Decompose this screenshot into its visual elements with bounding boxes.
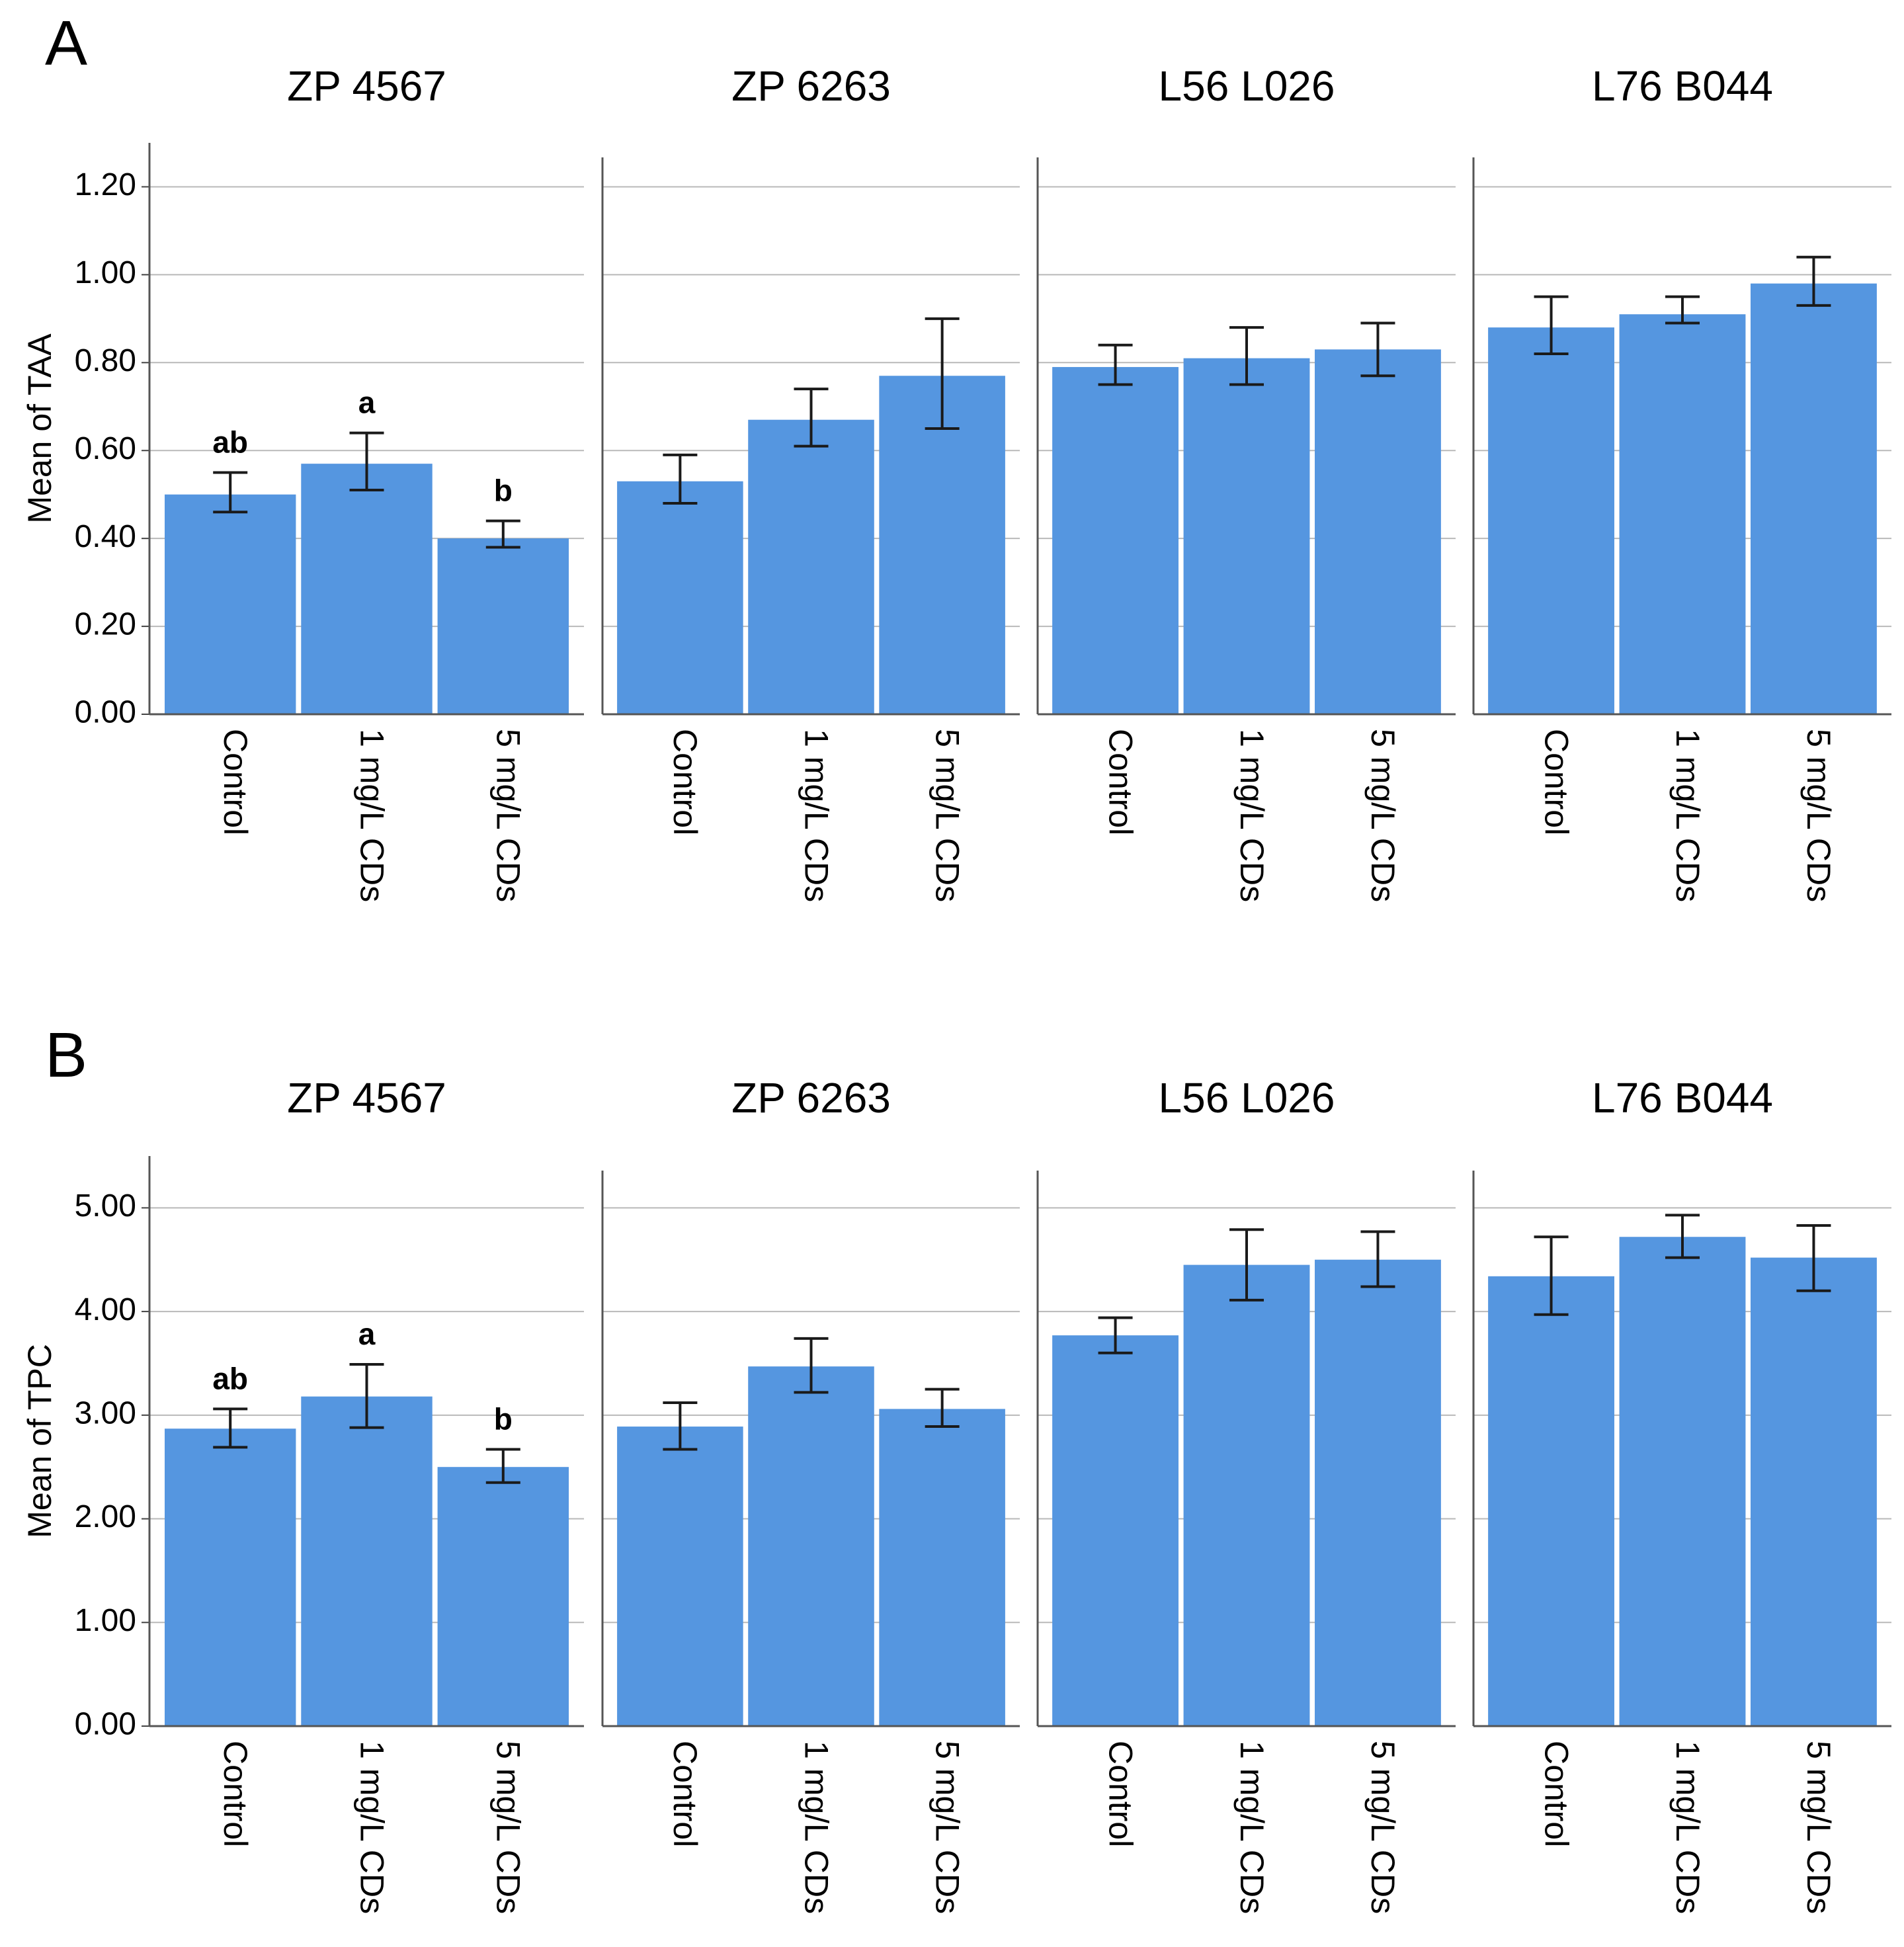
panel-letter: B — [45, 1020, 87, 1091]
category-label: Control — [1102, 1741, 1139, 1847]
bar — [617, 481, 743, 714]
significance-letter: b — [494, 1402, 513, 1436]
y-tick-label: 0.00 — [75, 695, 136, 730]
y-tick-label: 3.00 — [75, 1395, 136, 1430]
facet-title: L76 B044 — [1592, 1074, 1773, 1122]
facet-title: ZP 6263 — [731, 1074, 891, 1122]
chart-panel-a: A Mean of TAA 0.00 0.20 0.40 0.60 0.80 1.00 1.20… — [21, 8, 1891, 902]
significance-letter: a — [358, 386, 376, 420]
category-label: Control — [217, 1741, 254, 1847]
category-label: Control — [667, 1741, 704, 1847]
category-label: 5 mg/L CDs — [929, 1741, 966, 1914]
category-label: 5 mg/L CDs — [1800, 729, 1837, 902]
y-axis-title: Mean of TAA — [21, 333, 58, 524]
bar — [164, 1429, 296, 1726]
facet-3: L76 B044 Control 1 mg/L CDs 5 mg/L CDs — [1472, 62, 1891, 902]
y-tick-label: 0.80 — [75, 343, 136, 378]
bar — [748, 419, 874, 714]
bar — [437, 538, 569, 714]
y-tick-label: 0.20 — [75, 607, 136, 642]
facet-3: L76 B044 Control 1 mg/L CDs 5 mg/L CDs — [1472, 1074, 1891, 1914]
facet-title: ZP 4567 — [287, 62, 446, 110]
bar — [879, 376, 1005, 714]
bar — [1183, 1264, 1310, 1726]
y-axis-title: Mean of TPC — [21, 1344, 58, 1538]
panel-letter: A — [45, 8, 87, 79]
bar — [1315, 349, 1441, 714]
facet-0: ZP 4567 ab Control a 1 mg/L CDs b 5 mg/L CDs — [148, 62, 584, 902]
bar — [301, 1396, 433, 1726]
chart-panel-b: B Mean of TPC 0.00 1.00 2.00 3.00 4.00 5.00 ZP 4… — [21, 1020, 1891, 1914]
facet-1: ZP 6263 Control 1 mg/L CDs 5 mg/L CDs — [601, 1074, 1020, 1914]
y-tick-label: 4.00 — [75, 1292, 136, 1327]
category-label: Control — [1538, 1741, 1575, 1847]
category-label: 1 mg/L CDs — [798, 729, 835, 902]
category-label: 5 mg/L CDs — [929, 729, 966, 902]
y-tick-label: 5.00 — [75, 1188, 136, 1223]
facet-2: L56 L026 Control 1 mg/L CDs 5 mg/L CDs — [1036, 1074, 1456, 1914]
y-tick-label: 0.00 — [75, 1707, 136, 1742]
bar — [1619, 1237, 1746, 1726]
significance-letter: a — [358, 1317, 376, 1351]
category-label: 1 mg/L CDs — [353, 729, 390, 902]
bar — [1751, 1257, 1877, 1726]
bar — [1315, 1259, 1441, 1726]
y-tick-label: 1.00 — [75, 255, 136, 290]
bar — [617, 1427, 743, 1726]
category-label: Control — [667, 729, 704, 835]
bar — [1751, 283, 1877, 715]
facet-title: L56 L026 — [1159, 1074, 1335, 1122]
y-tick-label: 2.00 — [75, 1499, 136, 1534]
category-label: 5 mg/L CDs — [490, 729, 527, 902]
facet-title: ZP 6263 — [731, 62, 891, 110]
bar — [437, 1467, 569, 1726]
category-label: Control — [1538, 729, 1575, 835]
category-label: 5 mg/L CDs — [490, 1741, 527, 1914]
category-label: Control — [1102, 729, 1139, 835]
bar — [1488, 327, 1614, 715]
category-label: 1 mg/L CDs — [1233, 729, 1270, 902]
category-label: Control — [217, 729, 254, 835]
facet-0: ZP 4567 ab Control a 1 mg/L CDs b 5 mg/L CDs — [148, 1074, 584, 1914]
category-label: 5 mg/L CDs — [1364, 729, 1401, 902]
bar — [1619, 314, 1746, 714]
category-label: 1 mg/L CDs — [1669, 729, 1706, 902]
bar — [1183, 358, 1310, 714]
bar — [164, 494, 296, 714]
bar — [1488, 1276, 1614, 1726]
bar — [1052, 1335, 1179, 1726]
facet-title: L56 L026 — [1159, 62, 1335, 110]
significance-letter: ab — [212, 1361, 248, 1395]
facet-title: ZP 4567 — [287, 1074, 446, 1122]
y-tick-label: 1.00 — [75, 1603, 136, 1638]
facet-title: L76 B044 — [1592, 62, 1773, 110]
facet-2: L56 L026 Control 1 mg/L CDs 5 mg/L CDs — [1036, 62, 1456, 902]
y-tick-label: 0.60 — [75, 431, 136, 466]
category-label: 1 mg/L CDs — [1233, 1741, 1270, 1914]
significance-letter: b — [494, 474, 513, 508]
bar — [301, 464, 433, 714]
facet-1: ZP 6263 Control 1 mg/L CDs 5 mg/L CDs — [601, 62, 1020, 902]
bar — [1052, 366, 1179, 714]
bar — [879, 1409, 1005, 1726]
bar — [748, 1366, 874, 1726]
y-tick-label: 1.20 — [75, 167, 136, 202]
category-label: 5 mg/L CDs — [1800, 1741, 1837, 1914]
category-label: 1 mg/L CDs — [1669, 1741, 1706, 1914]
category-label: 1 mg/L CDs — [798, 1741, 835, 1914]
significance-letter: ab — [212, 425, 248, 459]
category-label: 1 mg/L CDs — [353, 1741, 390, 1914]
y-tick-label: 0.40 — [75, 519, 136, 554]
category-label: 5 mg/L CDs — [1364, 1741, 1401, 1914]
